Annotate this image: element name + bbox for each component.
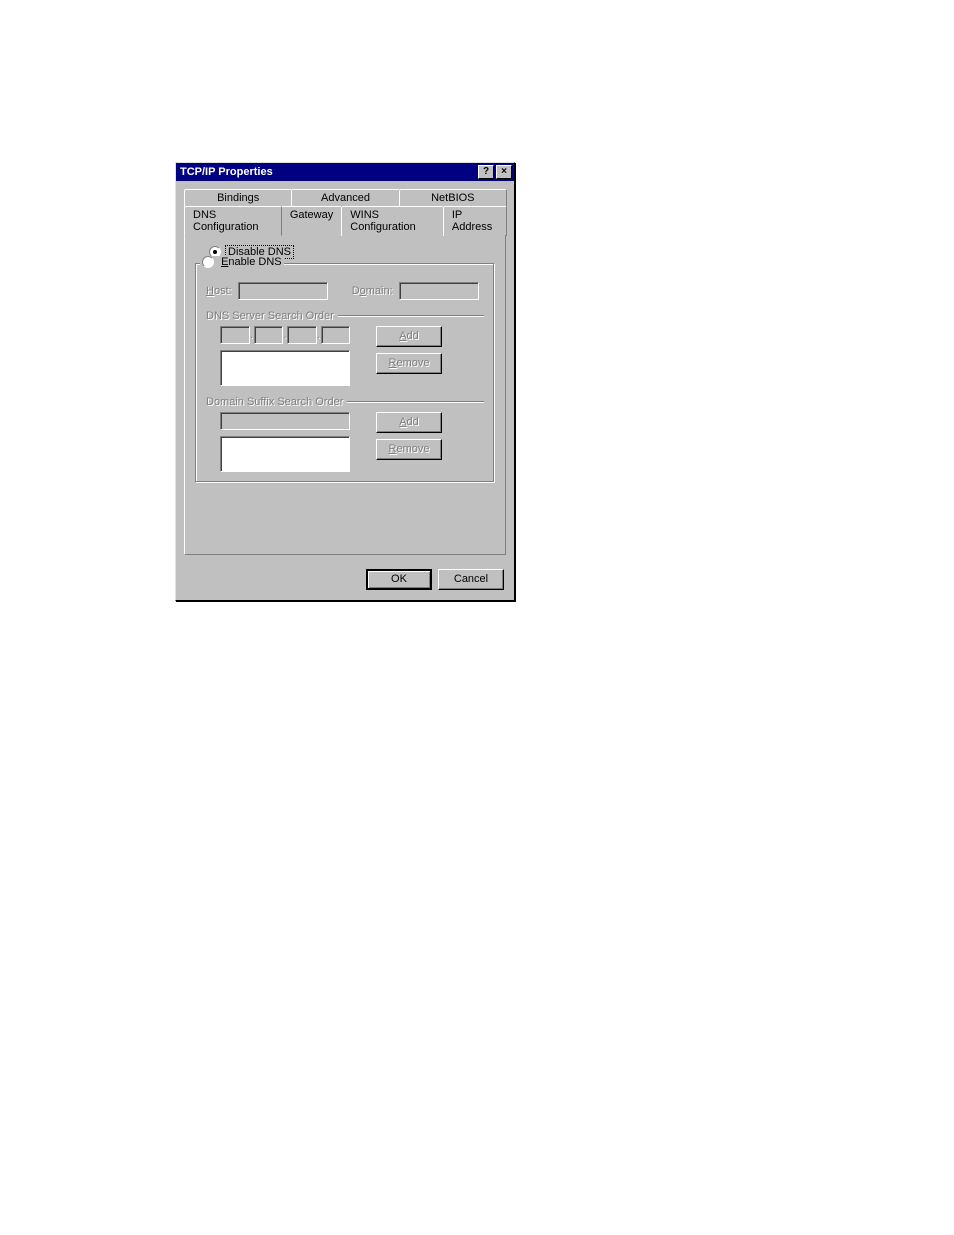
dns-server-controls: ... Add Remove — [220, 326, 484, 386]
tabs-row-top: Bindings Advanced NetBIOS — [184, 189, 506, 207]
tab-wins-configuration[interactable]: WINS Configuration — [341, 206, 444, 236]
domain-suffix-remove-button[interactable]: Remove — [376, 439, 442, 460]
host-domain-row: Host: Domain: — [206, 282, 484, 300]
cancel-button[interactable]: Cancel — [438, 569, 504, 590]
dns-server-section: DNS Server Search Order — [206, 310, 484, 322]
tcpip-properties-window: TCP/IP Properties ? × Bindings Advanced … — [175, 162, 515, 601]
close-icon[interactable]: × — [496, 165, 512, 179]
tab-bindings[interactable]: Bindings — [184, 189, 292, 207]
dns-server-ip-input[interactable]: ... — [220, 326, 350, 344]
tab-ip-address[interactable]: IP Address — [443, 206, 507, 236]
enable-dns-legend[interactable]: Enable DNS — [200, 256, 284, 268]
host-label: Host: — [206, 285, 232, 297]
dialog-actions: OK Cancel — [176, 563, 514, 600]
domain-suffix-controls: Add Remove — [220, 412, 484, 472]
tab-advanced[interactable]: Advanced — [291, 189, 399, 207]
domain-suffix-label: Domain Suffix Search Order — [206, 396, 343, 408]
radio-enable-dns[interactable] — [202, 256, 214, 268]
help-icon[interactable]: ? — [478, 165, 494, 179]
domain-suffix-list[interactable] — [220, 436, 350, 472]
domain-suffix-section: Domain Suffix Search Order — [206, 396, 484, 408]
dns-server-add-button[interactable]: Add — [376, 326, 442, 347]
titlebar-buttons: ? × — [476, 165, 512, 179]
domain-label: Domain: — [352, 285, 393, 297]
domain-suffix-input[interactable] — [220, 412, 350, 430]
window-title: TCP/IP Properties — [178, 166, 476, 178]
tabs-row-bottom: DNS Configuration Gateway WINS Configura… — [184, 206, 506, 236]
dns-server-remove-button[interactable]: Remove — [376, 353, 442, 374]
tab-panel-dns: Disable DNS Enable DNS Host: Domain: DNS… — [184, 235, 506, 555]
dns-server-list[interactable] — [220, 350, 350, 386]
domain-suffix-add-button[interactable]: Add — [376, 412, 442, 433]
titlebar[interactable]: TCP/IP Properties ? × — [176, 163, 514, 181]
dns-server-label: DNS Server Search Order — [206, 310, 334, 322]
host-input[interactable] — [238, 282, 328, 300]
tab-netbios[interactable]: NetBIOS — [399, 189, 507, 207]
domain-input[interactable] — [399, 282, 479, 300]
ok-button[interactable]: OK — [366, 569, 432, 590]
enable-dns-group: Enable DNS Host: Domain: DNS Server Sear… — [195, 263, 495, 483]
dialog-body: Bindings Advanced NetBIOS DNS Configurat… — [176, 181, 514, 563]
tab-dns-configuration[interactable]: DNS Configuration — [184, 206, 282, 236]
tab-gateway[interactable]: Gateway — [281, 206, 342, 236]
enable-dns-label: Enable DNS — [221, 256, 282, 268]
